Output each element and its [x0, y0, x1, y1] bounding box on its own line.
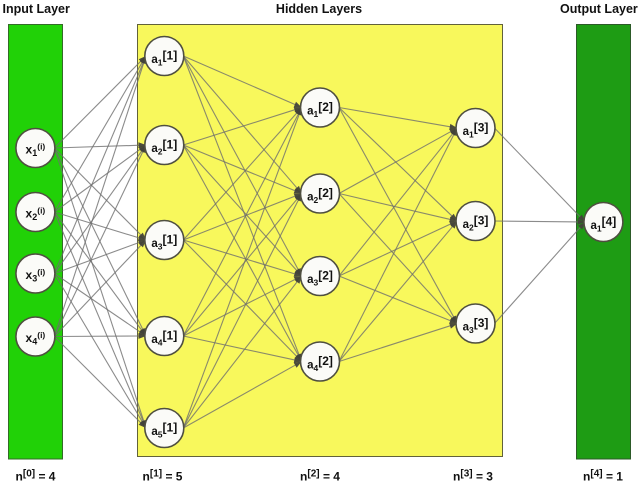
svg-text:Output Layer: Output Layer [560, 2, 638, 16]
svg-text:n[0] = 4: n[0] = 4 [16, 469, 56, 484]
svg-text:n[2] = 4: n[2] = 4 [300, 469, 340, 484]
svg-text:Hidden Layers: Hidden Layers [276, 2, 362, 16]
svg-text:Input Layer: Input Layer [3, 2, 71, 16]
svg-text:n[4] = 1: n[4] = 1 [583, 469, 623, 484]
svg-text:n[1] = 5: n[1] = 5 [143, 469, 183, 484]
svg-text:n[3] = 3: n[3] = 3 [453, 469, 493, 484]
